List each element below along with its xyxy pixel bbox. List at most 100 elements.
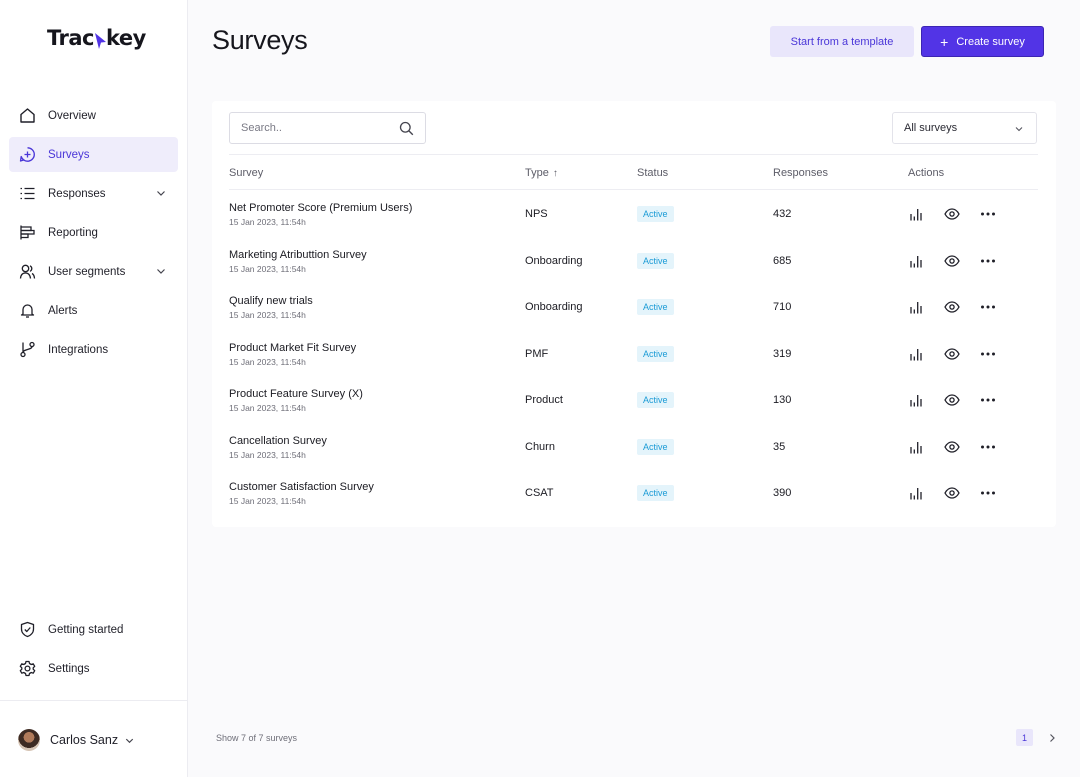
sidebar-item-label: Reporting bbox=[48, 226, 98, 239]
eye-icon[interactable] bbox=[942, 390, 962, 410]
sidebar-nav: Overview Surveys Responses Reporting bbox=[9, 98, 178, 371]
app-logo[interactable]: Trac key bbox=[47, 26, 146, 50]
chevron-down-icon[interactable] bbox=[155, 265, 167, 277]
sidebar-item-label: Integrations bbox=[48, 343, 109, 356]
pagination-summary: Show 7 of 7 surveys bbox=[216, 733, 298, 743]
sidebar-item-settings[interactable]: Settings bbox=[9, 651, 178, 686]
survey-name[interactable]: Customer Satisfaction Survey bbox=[229, 481, 374, 493]
bar-chart-icon[interactable] bbox=[906, 437, 926, 457]
table-row[interactable]: Qualify new trials 15 Jan 2023, 11:54h Onb… bbox=[212, 286, 1056, 333]
next-page-button[interactable] bbox=[1045, 731, 1059, 745]
more-horizontal-icon[interactable] bbox=[978, 437, 998, 457]
more-horizontal-icon[interactable] bbox=[978, 204, 998, 224]
survey-filter-select[interactable]: All surveys bbox=[892, 112, 1037, 144]
surveys-card: All surveys Survey Type ↑ Status Respons… bbox=[212, 101, 1056, 527]
survey-date: 15 Jan 2023, 11:54h bbox=[229, 310, 306, 320]
survey-date: 15 Jan 2023, 11:54h bbox=[229, 403, 306, 413]
eye-icon[interactable] bbox=[942, 297, 962, 317]
bell-icon bbox=[18, 302, 36, 320]
bar-chart-icon[interactable] bbox=[906, 344, 926, 364]
column-header-status[interactable]: Status bbox=[637, 167, 668, 179]
column-header-responses[interactable]: Responses bbox=[773, 167, 828, 179]
sidebar-item-integrations[interactable]: Integrations bbox=[9, 332, 178, 367]
more-horizontal-icon[interactable] bbox=[978, 390, 998, 410]
more-horizontal-icon[interactable] bbox=[978, 297, 998, 317]
sidebar-item-overview[interactable]: Overview bbox=[9, 98, 178, 133]
sidebar-item-getting-started[interactable]: Getting started bbox=[9, 612, 178, 647]
column-header-survey[interactable]: Survey bbox=[229, 167, 263, 179]
column-header-label: Status bbox=[637, 167, 669, 179]
survey-name[interactable]: Marketing Atributtion Survey bbox=[229, 248, 367, 261]
status-badge: Active bbox=[637, 392, 674, 408]
table-row[interactable]: Customer Satisfaction Survey 15 Jan 2023,… bbox=[212, 472, 1056, 519]
sidebar-item-user-segments[interactable]: User segments bbox=[9, 254, 178, 289]
page-button-current[interactable]: 1 bbox=[1016, 729, 1033, 746]
chevron-right-icon bbox=[1050, 734, 1055, 742]
search-icon[interactable] bbox=[399, 121, 414, 136]
bar-chart-icon[interactable] bbox=[906, 204, 926, 224]
start-from-template-button[interactable]: Start from a template bbox=[770, 26, 914, 57]
survey-type: PMF bbox=[525, 347, 549, 360]
survey-name[interactable]: Cancellation Survey bbox=[229, 434, 327, 447]
survey-name[interactable]: Net Promoter Score (Premium Users) bbox=[229, 202, 413, 214]
page-title: Surveys bbox=[212, 25, 308, 55]
responses-count: 319 bbox=[773, 347, 792, 360]
search-box[interactable] bbox=[229, 112, 426, 144]
sidebar-item-surveys[interactable]: Surveys bbox=[9, 137, 178, 172]
bar-chart-icon[interactable] bbox=[906, 390, 926, 410]
more-horizontal-icon[interactable] bbox=[978, 483, 998, 503]
table-row[interactable]: Product Feature Survey (X) 15 Jan 2023, 1… bbox=[212, 379, 1056, 426]
eye-icon[interactable] bbox=[942, 344, 962, 364]
user-menu[interactable]: Carlos Sanz bbox=[18, 729, 135, 751]
bar-chart-icon[interactable] bbox=[906, 251, 926, 271]
table-row[interactable]: Cancellation Survey 15 Jan 2023, 11:54h Ch… bbox=[212, 426, 1056, 473]
more-horizontal-icon[interactable] bbox=[978, 251, 998, 271]
table-row[interactable]: Net Promoter Score (Premium Users) 15 Jan… bbox=[212, 193, 1056, 240]
status-badge: Active bbox=[637, 252, 674, 269]
survey-cell: Cancellation Survey 15 Jan 2023, 11:54h bbox=[229, 435, 327, 460]
column-header-label: Responses bbox=[773, 167, 829, 179]
survey-plus-icon bbox=[18, 146, 36, 164]
status-badge: Active bbox=[637, 438, 674, 455]
column-header-type[interactable]: Type ↑ bbox=[525, 167, 558, 179]
sidebar-item-reporting[interactable]: Reporting bbox=[9, 215, 178, 250]
sidebar-item-label: Settings bbox=[48, 662, 90, 675]
survey-name[interactable]: Qualify new trials bbox=[229, 295, 313, 307]
chevron-down-icon[interactable] bbox=[155, 187, 167, 199]
git-branch-icon bbox=[18, 341, 36, 359]
survey-date: 15 Jan 2023, 11:54h bbox=[229, 217, 306, 227]
survey-type: Churn bbox=[525, 440, 555, 453]
survey-cell: Product Market Fit Survey 15 Jan 2023, 11… bbox=[229, 342, 356, 367]
avatar bbox=[18, 729, 40, 751]
sidebar-item-label: Overview bbox=[48, 109, 96, 122]
users-icon bbox=[18, 263, 36, 281]
chevron-down-icon bbox=[125, 738, 134, 743]
eye-icon[interactable] bbox=[942, 204, 962, 224]
logo-cursor-icon bbox=[95, 33, 106, 49]
survey-date: 15 Jan 2023, 11:54h bbox=[229, 356, 306, 367]
eye-icon[interactable] bbox=[942, 483, 962, 503]
bar-chart-icon[interactable] bbox=[906, 483, 926, 503]
sidebar-item-label: User segments bbox=[48, 265, 126, 278]
create-survey-button[interactable]: + Create survey bbox=[921, 26, 1044, 57]
eye-icon[interactable] bbox=[942, 251, 962, 271]
table-row[interactable]: Marketing Atributtion Survey 15 Jan 2023,… bbox=[212, 240, 1056, 287]
sidebar-item-label: Responses bbox=[48, 187, 106, 200]
survey-date: 15 Jan 2023, 11:54h bbox=[229, 496, 306, 506]
survey-name[interactable]: Product Market Fit Survey bbox=[229, 341, 357, 354]
survey-cell: Qualify new trials 15 Jan 2023, 11:54h bbox=[229, 295, 313, 320]
bar-chart-icon[interactable] bbox=[906, 297, 926, 317]
responses-count: 35 bbox=[773, 440, 786, 453]
survey-type: Onboarding bbox=[525, 301, 583, 313]
responses-count: 432 bbox=[773, 208, 792, 220]
table-row[interactable]: Product Market Fit Survey 15 Jan 2023, 11… bbox=[212, 333, 1056, 380]
search-input[interactable] bbox=[241, 122, 401, 134]
sidebar-bottom-nav: Getting started Settings bbox=[9, 612, 178, 690]
survey-name[interactable]: Product Feature Survey (X) bbox=[229, 388, 363, 400]
eye-icon[interactable] bbox=[942, 437, 962, 457]
sidebar-item-alerts[interactable]: Alerts bbox=[9, 293, 178, 328]
survey-cell: Product Feature Survey (X) 15 Jan 2023, 1… bbox=[229, 388, 363, 413]
sidebar-item-responses[interactable]: Responses bbox=[9, 176, 178, 211]
more-horizontal-icon[interactable] bbox=[978, 344, 998, 364]
survey-cell: Net Promoter Score (Premium Users) 15 Jan… bbox=[229, 202, 412, 227]
